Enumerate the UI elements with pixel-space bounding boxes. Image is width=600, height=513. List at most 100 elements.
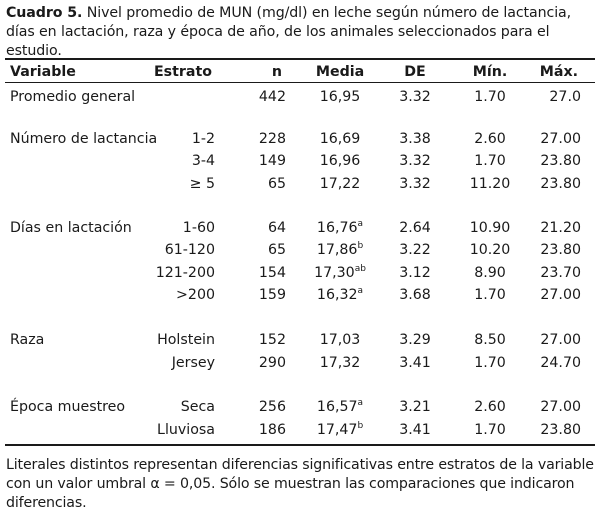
media-value: 16,69 xyxy=(319,131,361,147)
caption-text: Nivel promedio de MUN (mg/dl) en leche s… xyxy=(6,5,572,59)
cell-media: 17,22 xyxy=(300,173,380,195)
table-header-rule xyxy=(5,82,595,83)
table-caption: Cuadro 5. Nivel promedio de MUN (mg/dl) … xyxy=(6,4,596,61)
table-row: ≥ 5 65 17,22 3.32 11.20 23.80 xyxy=(0,173,600,195)
cell-estrato: Seca xyxy=(180,399,215,415)
header-media: Media xyxy=(315,64,365,80)
cell-max: 27.00 xyxy=(540,332,581,348)
cell-n: 64 xyxy=(267,220,286,236)
cell-n: 228 xyxy=(258,131,286,147)
cell-media: 16,69 xyxy=(300,128,380,150)
cell-estrato: Lluviosa xyxy=(157,422,215,438)
header-n: n xyxy=(271,64,282,80)
cell-max: 27.00 xyxy=(540,287,581,303)
media-value: 17,86 xyxy=(316,242,358,258)
cell-max: 27.00 xyxy=(540,399,581,415)
header-max: Máx. xyxy=(539,64,578,80)
cell-variable: Promedio general xyxy=(10,89,136,105)
cell-estrato: 61-120 xyxy=(164,242,215,258)
cell-min: 8.90 xyxy=(474,265,506,281)
media-value: 17,03 xyxy=(319,332,361,348)
cell-estrato: 3-4 xyxy=(191,153,215,169)
cell-de: 3.22 xyxy=(399,242,431,258)
media-value: 17,22 xyxy=(319,176,361,192)
cell-min: 10.20 xyxy=(469,242,511,258)
cell-media: 17,32 xyxy=(300,352,380,374)
cell-estrato: 1-60 xyxy=(182,220,215,236)
caption-label: Cuadro 5. xyxy=(6,5,83,21)
cell-variable: Raza xyxy=(10,332,45,348)
media-value: 16,32 xyxy=(316,287,358,303)
cell-media: 17,03 xyxy=(300,329,380,351)
cell-min: 1.70 xyxy=(474,422,506,438)
media-value: 16,95 xyxy=(319,89,361,105)
cell-de: 3.38 xyxy=(399,131,431,147)
cell-min: 2.60 xyxy=(474,131,506,147)
cell-media: 17,47b xyxy=(300,419,380,441)
significance-letter: b xyxy=(357,241,364,251)
header-estrato: Estrato xyxy=(153,64,212,80)
cell-n: 290 xyxy=(258,355,286,371)
cell-n: 186 xyxy=(258,422,286,438)
table-row: 3-4 149 16,96 3.32 1.70 23.80 xyxy=(0,150,600,172)
cell-n: 65 xyxy=(267,176,286,192)
significance-letter: a xyxy=(357,219,364,229)
media-value: 16,76 xyxy=(316,220,358,236)
table-row: 61-120 65 17,86b 3.22 10.20 23.80 xyxy=(0,239,600,261)
cell-max: 23.80 xyxy=(540,242,581,258)
table-row: Jersey 290 17,32 3.41 1.70 24.70 xyxy=(0,352,600,374)
cell-min: 10.90 xyxy=(469,220,511,236)
significance-letter: a xyxy=(357,398,364,408)
table-row: 121-200 154 17,30ab 3.12 8.90 23.70 xyxy=(0,262,600,284)
cell-media: 16,76a xyxy=(300,217,380,239)
cell-min: 1.70 xyxy=(474,89,506,105)
cell-de: 3.41 xyxy=(399,355,431,371)
cell-media: 16,57a xyxy=(300,396,380,418)
cell-media: 16,32a xyxy=(300,284,380,306)
cell-min: 11.20 xyxy=(469,176,511,192)
media-value: 17,47 xyxy=(316,422,358,438)
cell-variable: Época muestreo xyxy=(10,399,126,415)
cell-n: 159 xyxy=(258,287,286,303)
cell-n: 154 xyxy=(258,265,286,281)
table-row: Época muestreo Seca 256 16,57a 3.21 2.60 27.00 xyxy=(0,396,600,418)
cell-max: 23.80 xyxy=(540,153,581,169)
significance-letter: b xyxy=(357,421,364,431)
table-row: Raza Holstein 152 17,03 3.29 8.50 27.00 xyxy=(0,329,600,351)
cell-n: 152 xyxy=(258,332,286,348)
header-min: Mín. xyxy=(472,64,508,80)
header-de: DE xyxy=(404,64,426,80)
cell-de: 3.32 xyxy=(399,176,431,192)
table-row: Número de lactancia 1-2 228 16,69 3.38 2.60 27… xyxy=(0,128,600,150)
cell-min: 1.70 xyxy=(474,153,506,169)
cell-estrato: ≥ 5 xyxy=(189,176,215,192)
cell-estrato: 121-200 xyxy=(155,265,215,281)
cell-min: 8.50 xyxy=(474,332,506,348)
cell-media: 16,95 xyxy=(300,86,380,108)
media-value: 16,96 xyxy=(319,153,361,169)
table-header-row: Variable Estrato n Media DE Mín. Máx. xyxy=(0,61,600,83)
cell-de: 3.12 xyxy=(399,265,431,281)
cell-de: 2.64 xyxy=(399,220,431,236)
cell-max: 23.80 xyxy=(540,176,581,192)
media-value: 16,57 xyxy=(316,399,358,415)
cell-max: 24.70 xyxy=(540,355,581,371)
table-top-rule xyxy=(5,58,595,60)
cell-estrato: Holstein xyxy=(157,332,215,348)
cell-media: 17,86b xyxy=(300,239,380,261)
cell-de: 3.32 xyxy=(399,89,431,105)
cell-n: 256 xyxy=(258,399,286,415)
cell-n: 149 xyxy=(258,153,286,169)
cell-max: 27.0 xyxy=(549,89,581,105)
cell-variable: Número de lactancia xyxy=(10,131,158,147)
cell-min: 2.60 xyxy=(474,399,506,415)
header-variable: Variable xyxy=(10,64,76,80)
cell-de: 3.41 xyxy=(399,422,431,438)
cell-max: 27.00 xyxy=(540,131,581,147)
cell-de: 3.29 xyxy=(399,332,431,348)
cell-variable: Días en lactación xyxy=(10,220,132,236)
cell-n: 65 xyxy=(267,242,286,258)
table-row: Promedio general 442 16,95 3.32 1.70 27.0 xyxy=(0,86,600,108)
cell-max: 23.80 xyxy=(540,422,581,438)
significance-letter: ab xyxy=(354,264,366,274)
